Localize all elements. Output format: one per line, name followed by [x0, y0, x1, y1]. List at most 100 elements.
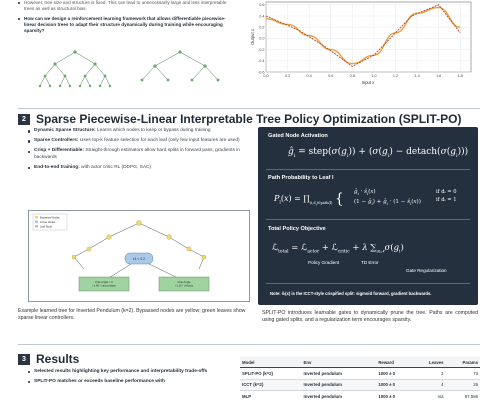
section-divider: [18, 108, 480, 109]
section-3-header: 3 Results: [18, 352, 79, 366]
x-tick-label: 1.0: [371, 74, 376, 78]
y-tick-label: -0.6: [258, 70, 265, 74]
path-probability-cases: ĝi · ŝi(x) (1 − ĝi) + ĝi · (1 − ŝi(x)): [354, 189, 421, 207]
results-bullet: Selected results highlighting key perfor…: [28, 369, 228, 376]
cell-model: SPLIT-PO (k=2): [240, 367, 302, 380]
x-tick-label: 1.2: [393, 74, 398, 78]
col-leaves: Leaves: [412, 357, 446, 368]
table-row: MLP Inverted pendulum 1000 ± 0 n/a 67,58…: [240, 390, 480, 400]
section-divider: [18, 344, 480, 345]
results-bullet: SPLIT-PO matches or exceeds baseline per…: [28, 379, 228, 386]
series-piecewise-line: [265, 4, 461, 67]
research-question-bullet: How can we design a reinforcement learni…: [18, 16, 233, 34]
leaf-left-label: Pole Angle > 0 +1.48 * cart position: [92, 280, 116, 287]
section-title: Sparse Piecewise-Linear Interpretable Tr…: [36, 112, 462, 126]
cell-reward: 1000 ± 0: [376, 379, 413, 392]
cell-model: ICCT (k=2): [240, 379, 302, 392]
learned-tree-figure: Bypassed Nodes Active Nodes Leaf Node x1…: [28, 210, 250, 302]
piecewise-linear-plot: 0.6 0.4 0.2 0.0 -0.2 -0.4 -0.6 0.0 0.2 0.4 0.6 0.8…: [248, 0, 478, 86]
path-probability-equation: Pl(x) = ∏(i,di)∈path(l) {: [274, 191, 344, 207]
cell-model: MLP: [240, 390, 302, 400]
y-tick-label: 0.0: [259, 37, 264, 41]
objective-equation: ℒtotal = ℒactor + ℒcritic + λ ∑i∈𝒩σ(gi): [272, 243, 404, 255]
objective-title: Total Policy Objective: [268, 226, 326, 232]
plot-canvas: 0.6 0.4 0.2 0.0 -0.2 -0.4 -0.6 0.0 0.2 0.4 0.6 0.8…: [250, 1, 472, 85]
y-tick-label: 0.2: [259, 26, 264, 30]
bypassed-nodes: [71, 220, 207, 260]
results-table: Model Env Reward Leaves Params SPLIT-PO …: [240, 357, 480, 400]
plot-ylabel: Output x: [250, 28, 255, 45]
cell-env: Inverted pendulum: [301, 379, 377, 392]
x-tick-label: 0.6: [328, 74, 333, 78]
panel-note: Note: ŝₗ(x) is the ICCT-style crispified…: [270, 291, 432, 296]
legend-leaf: Leaf Node: [40, 224, 53, 228]
legend-active: Active Nodes: [40, 220, 56, 224]
motivation-bullet: However, tree size and structure is fixe…: [18, 0, 233, 12]
cell-reward: 1000 ± 0: [376, 367, 413, 380]
col-reward: Reward: [376, 357, 413, 368]
section-number: 2: [18, 113, 30, 125]
series-smooth-line: [265, 6, 461, 65]
table-row: ICCT (k=2) Inverted pendulum 1000 ± 0 4 …: [240, 379, 480, 392]
equation-panel: Gated Node Activation ĝi = step(σ(gi)) +…: [258, 127, 478, 305]
panel-divider: [266, 169, 470, 170]
panel-divider: [266, 283, 470, 284]
cell-params: 73: [445, 367, 480, 380]
legend-swatch-bypassed: [35, 216, 38, 219]
y-tick-label: -0.4: [258, 59, 265, 63]
plot-frame: [265, 1, 472, 73]
root-split-node: [124, 252, 154, 265]
cell-params: 26: [445, 379, 480, 392]
tree-figure-caption: Example learned tree for Inverted Pendul…: [18, 308, 246, 321]
gated-activation-equation: ĝi = step(σ(gi)) + (σ(gi) − detach(σ(gi)…: [288, 147, 469, 159]
root-split-label: x1 < 0.2: [133, 257, 145, 261]
method-bullet: Sparse Controllers: Uses top-k feature s…: [28, 138, 253, 144]
x-tick-label: 0.8: [350, 74, 355, 78]
panel-divider: [266, 219, 470, 220]
x-tick-label: 1.6: [436, 74, 441, 78]
cell-leaves: n/a: [412, 390, 446, 400]
col-params: Params: [445, 357, 480, 368]
gated-activation-title: Gated Node Activation: [268, 133, 328, 139]
label-td-error: TD Error: [361, 260, 379, 265]
legend-swatch-active: [35, 220, 38, 223]
cell-leaves: 2: [412, 367, 446, 380]
method-bullet: End-to-end training: with actor critic R…: [28, 165, 253, 171]
y-tick-label: -0.2: [258, 48, 265, 52]
x-tick-label: 1.8: [458, 74, 463, 78]
legend-swatch-leaf: [35, 225, 38, 228]
method-bullet: Crisp + Differentiable: Straight-through…: [28, 148, 253, 160]
method-bullet: Dynamic Sparse Structure: Learns which n…: [28, 128, 253, 134]
table-row: SPLIT-PO (k=2) Inverted pendulum 1000 ± …: [240, 367, 480, 380]
method-bullets: Dynamic Sparse Structure: Learns which n…: [28, 128, 253, 175]
example-trees-diagram: [38, 50, 220, 88]
col-env: Env: [301, 357, 377, 368]
section-2-header: 2 Sparse Piecewise-Linear Interpretable …: [18, 112, 461, 126]
results-bullets: Selected results highlighting key perfor…: [28, 369, 228, 388]
section-title: Results: [36, 352, 80, 366]
cell-reward: 1000 ± 0: [376, 390, 413, 400]
learned-tree-diagram: Bypassed Nodes Active Nodes Leaf Node x1…: [32, 213, 210, 292]
y-tick-label: 0.6: [259, 3, 264, 7]
x-tick-label: 0.2: [285, 74, 290, 78]
path-probability-title: Path Probability to Leaf l: [268, 175, 334, 181]
cell-leaves: 4: [412, 379, 446, 392]
cell-env: Inverted pendulum: [301, 367, 377, 380]
cell-params: 67,586: [445, 390, 480, 400]
x-tick-label: 0.0: [263, 74, 268, 78]
cell-env: Inverted pendulum: [301, 390, 377, 400]
legend-bypassed: Bypassed Nodes: [40, 215, 60, 219]
panel-caption: SPLIT-PO introduces learnable gates to d…: [262, 310, 478, 323]
leaf-right-label: Pole Angle +1.16 * velocity: [175, 280, 194, 287]
col-model: Model: [240, 357, 302, 368]
x-tick-label: 0.4: [307, 74, 312, 78]
label-gate-regularization: Gate Regularization: [406, 268, 447, 273]
x-tick-label: 1.4: [414, 74, 419, 78]
label-policy-gradient: Policy Gradient: [308, 260, 340, 265]
section-number: 3: [18, 353, 30, 365]
leaf-node-left: [78, 276, 130, 292]
y-tick-label: 0.4: [259, 14, 264, 18]
table-header-row: Model Env Reward Leaves Params: [240, 357, 480, 368]
top-section: However, tree size and structure is fixe…: [0, 0, 500, 100]
leaf-node-right: [158, 276, 210, 292]
